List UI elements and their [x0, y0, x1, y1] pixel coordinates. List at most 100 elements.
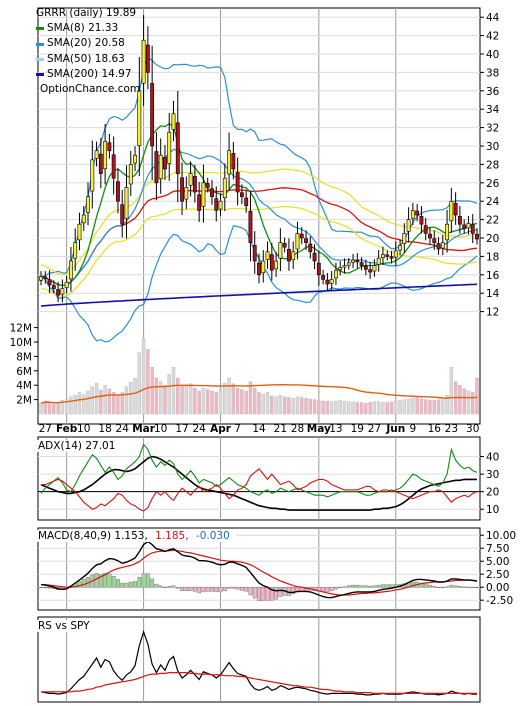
macd-histogram-bar: [351, 584, 355, 588]
x-tick-label: 24: [116, 423, 130, 435]
volume-bar: [466, 390, 471, 415]
volume-bar: [329, 401, 334, 415]
candle-body: [163, 156, 167, 170]
volume-average-line: [40, 384, 478, 404]
volume-bar: [184, 386, 189, 415]
candle-body: [201, 182, 206, 207]
volume-bar: [394, 400, 398, 415]
candle-body: [381, 254, 385, 258]
macd-histogram-bar: [428, 584, 432, 588]
volume-bar: [312, 399, 317, 415]
price-tick-label: 44: [486, 12, 500, 24]
volume-bar: [129, 382, 133, 415]
candle-body: [158, 154, 163, 179]
volume-bar: [167, 374, 171, 415]
macd-histogram-bar: [116, 579, 120, 588]
legend-entry-sma8: SMA(8) 21.33: [36, 21, 140, 36]
macd-histogram-bar: [368, 585, 373, 588]
candle-body: [466, 222, 471, 229]
macd-histogram-bar: [201, 587, 206, 593]
volume-bar: [253, 387, 257, 415]
candle-body: [214, 198, 219, 211]
volume-bar: [338, 400, 342, 415]
sma20-line: [40, 148, 478, 287]
x-tick-label: 30: [466, 423, 479, 435]
volume-bar: [364, 403, 368, 415]
x-tick-label: 27: [368, 423, 381, 435]
macd-histogram-bar: [158, 585, 163, 588]
rs-label: RS vs SPY: [36, 620, 96, 632]
x-tick-label: 21: [274, 423, 287, 435]
macd-histogram-bar: [329, 587, 334, 592]
price-tick-label: 32: [486, 123, 499, 135]
adx-tick-label: 20: [486, 487, 499, 499]
price-tick-label: 18: [486, 251, 499, 263]
volume-bar: [180, 385, 184, 415]
candle-body: [218, 200, 223, 210]
candle-body: [150, 83, 155, 147]
macd-histogram-bar: [432, 585, 437, 588]
candle-body: [393, 250, 398, 258]
candle-body: [445, 223, 450, 241]
x-tick-label: 16: [428, 423, 442, 435]
legend-entry-sma20: SMA(20) 20.58: [36, 36, 140, 51]
volume-bar: [398, 400, 402, 415]
candle-body: [68, 260, 73, 280]
macd-histogram-bar: [453, 585, 458, 588]
candle-body: [351, 259, 355, 263]
candle-body: [286, 248, 291, 262]
candle-body: [180, 177, 184, 202]
macd-histogram-bar: [475, 587, 479, 589]
volume-bar: [210, 390, 214, 415]
volume-bar: [171, 367, 176, 415]
candle-body: [440, 242, 445, 249]
candle-body: [252, 245, 257, 262]
macd-histogram-bar: [346, 585, 351, 588]
macd-histogram-bar: [363, 585, 368, 588]
candle-body: [133, 154, 137, 164]
macd-histogram-bar: [81, 579, 86, 588]
volume-bar: [436, 399, 441, 415]
macd-histogram-bar: [257, 587, 261, 601]
adx-tick-label: 40: [486, 452, 499, 464]
volume-bar: [244, 390, 248, 415]
macd-histogram-bar: [291, 587, 296, 595]
candle-body: [257, 262, 261, 276]
macd-histogram-bar: [192, 587, 197, 592]
candle-body: [154, 151, 159, 184]
price-tick-label: 24: [486, 196, 500, 208]
macd-histogram-bar: [466, 586, 471, 588]
macd-tick-label: 7.50: [486, 543, 509, 555]
candle-body: [239, 192, 244, 197]
candle-body: [355, 260, 360, 263]
x-tick-label: 10: [154, 423, 167, 435]
macd-histogram-bar: [210, 587, 214, 592]
candle-body: [406, 219, 411, 232]
volume-bar: [385, 402, 389, 415]
candle-body: [269, 254, 274, 271]
candle-body: [184, 187, 189, 200]
volume-bar: [428, 400, 432, 415]
candle-body: [192, 176, 197, 193]
volume-bar: [458, 385, 462, 415]
volume-bar: [223, 382, 227, 415]
volume-bar: [342, 400, 347, 415]
macd-histogram-bar: [43, 587, 48, 589]
macd-histogram-bar: [175, 587, 180, 589]
adx-label: ADX(14) 27.01: [36, 440, 122, 452]
watermark: OptionChance.com: [36, 82, 140, 97]
macd-histogram-bar: [389, 584, 394, 588]
volume-bar: [402, 399, 407, 415]
volume-bar: [441, 397, 445, 415]
volume-tick-label: 2M: [16, 395, 32, 407]
macd-histogram-bar: [171, 585, 176, 588]
volume-bar: [188, 383, 193, 415]
candle-body: [137, 90, 142, 146]
volume-bar: [43, 400, 47, 415]
volume-bar: [282, 396, 287, 415]
candle-body: [197, 194, 202, 211]
volume-bar: [150, 367, 154, 415]
candle-body: [227, 150, 232, 175]
minus-di-line: [41, 468, 478, 512]
volume-bar: [176, 377, 180, 415]
